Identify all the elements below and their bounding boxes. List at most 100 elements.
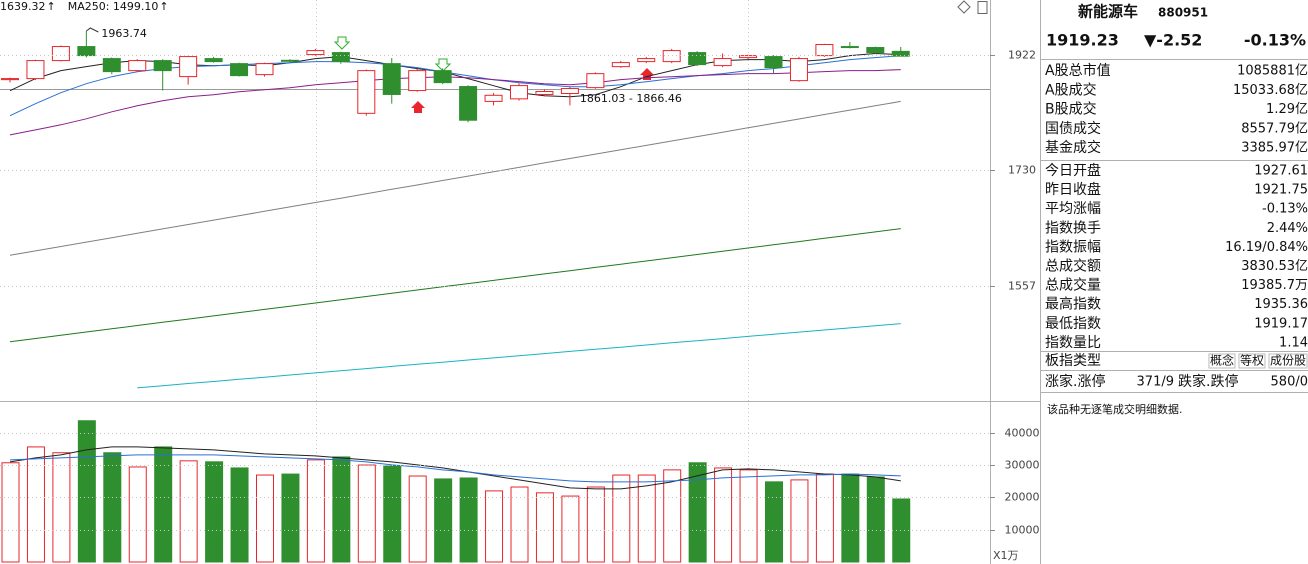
annotation: 1963.74	[101, 27, 147, 40]
row-value: 1921.75	[1254, 183, 1308, 198]
row-label: 指数振幅	[1045, 239, 1101, 255]
board-tag[interactable]: 等权	[1240, 354, 1264, 368]
note: 该品种无逐笔成交明细数据.	[1047, 402, 1183, 416]
candle-body	[611, 62, 630, 68]
volume-bar	[866, 476, 885, 563]
icon-window[interactable]	[977, 1, 988, 14]
volume-bar	[332, 456, 351, 563]
row-label: 基金成交	[1045, 139, 1101, 156]
icon-diamond[interactable]	[957, 0, 971, 14]
candle-body	[459, 86, 478, 121]
row-value: 1.29亿	[1266, 102, 1308, 117]
volume-bar	[561, 495, 580, 563]
volume-bar	[663, 469, 682, 563]
volume-bar	[281, 473, 300, 563]
y-tick-label: 10000	[1005, 524, 1040, 537]
candle-body	[204, 58, 223, 63]
ma-line	[9, 228, 901, 343]
row-value: 580/0	[1271, 375, 1308, 390]
ma-label: 1639.32	[0, 0, 46, 13]
row-label: A股成交	[1045, 81, 1097, 98]
candle-body	[560, 88, 579, 95]
candle-body	[891, 50, 910, 57]
candle-body	[637, 58, 656, 63]
candle-body	[815, 44, 834, 57]
volume-bar	[205, 461, 224, 563]
row-label: 指数量比	[1045, 335, 1101, 351]
volume-bar	[103, 452, 122, 563]
row-label: B股成交	[1045, 101, 1097, 118]
y-tick-label: 40000	[1005, 427, 1040, 440]
y-tick-label: 1922	[1008, 49, 1036, 62]
row-value: 19385.7万	[1241, 278, 1308, 293]
volume-bar	[790, 479, 809, 563]
signal-down	[333, 36, 351, 50]
row-value: -0.13%	[1262, 202, 1308, 217]
candle-body	[789, 58, 808, 82]
ma-line	[137, 323, 901, 389]
y-tick-label: 30000	[1005, 459, 1040, 472]
row-value: 1927.61	[1254, 164, 1308, 179]
candle-body	[484, 94, 503, 102]
volume-bar	[485, 490, 504, 563]
volume-bar	[1, 462, 20, 563]
y-tick-label: 1730	[1008, 164, 1036, 177]
ma-arrow: ↑	[159, 0, 168, 13]
candle-body	[586, 73, 605, 89]
row-label: 跌家.跌停	[1178, 373, 1238, 390]
candle-body	[153, 60, 172, 72]
change-pct: -0.13%	[1244, 31, 1306, 50]
ma-label: MA250: 1499.10	[68, 0, 159, 13]
row-label: 昨日收盘	[1045, 181, 1101, 198]
index-code: 880951	[1158, 6, 1208, 20]
volume-bar	[637, 474, 656, 563]
candle-body	[77, 46, 96, 57]
volume-bar	[357, 464, 376, 563]
candle-body	[102, 58, 121, 73]
row-label: 国债成交	[1045, 120, 1101, 137]
row-label: A股总市值	[1045, 62, 1111, 79]
volume-bar	[154, 446, 173, 563]
candle-body	[51, 46, 70, 62]
annotation: 1861.03 - 1866.46	[580, 92, 682, 105]
candle-body	[1, 78, 19, 81]
row-value: 371/9	[1137, 375, 1174, 390]
candle-body	[306, 50, 325, 56]
volume-bar	[383, 465, 402, 563]
candle-body	[382, 63, 401, 95]
board-tag[interactable]: 概念	[1210, 353, 1234, 368]
candle-body	[280, 59, 299, 62]
row-label: 总成交额	[1045, 258, 1101, 275]
signal-down	[434, 58, 452, 72]
volume-bar	[256, 474, 274, 563]
ma-arrow: ↑	[47, 0, 56, 13]
candle-body	[866, 47, 885, 54]
volume-bar	[815, 473, 834, 563]
volume-bar	[230, 467, 249, 563]
candle-body	[510, 85, 528, 100]
volume-bar	[535, 492, 554, 563]
board-tag[interactable]: 成份股	[1270, 354, 1306, 368]
row-value: 3385.97亿	[1241, 141, 1308, 156]
y-tick-label: 1557	[1008, 280, 1036, 293]
row-value: 8557.79亿	[1241, 121, 1308, 136]
annotation-hook	[86, 27, 99, 33]
volume-bar	[739, 469, 758, 563]
y-tick-label: 20000	[1005, 491, 1040, 504]
axes: 1557 1730 1922 10000 20000 30000 40000 X1万	[0, 49, 1040, 562]
row-value: 1919.17	[1254, 316, 1308, 331]
ma-line	[9, 454, 901, 483]
row-value: 1.14	[1279, 335, 1308, 350]
volume-bar	[612, 474, 631, 563]
volume-bar	[688, 462, 707, 563]
volume-bar	[128, 466, 147, 563]
volume-bar	[714, 467, 733, 563]
ma-line	[9, 100, 901, 256]
row-value: 2.44%	[1267, 221, 1308, 236]
change: ▼-2.52	[1144, 31, 1202, 50]
volume-bar	[408, 475, 427, 563]
volume-bar	[841, 473, 860, 563]
volume-bar	[586, 486, 605, 563]
